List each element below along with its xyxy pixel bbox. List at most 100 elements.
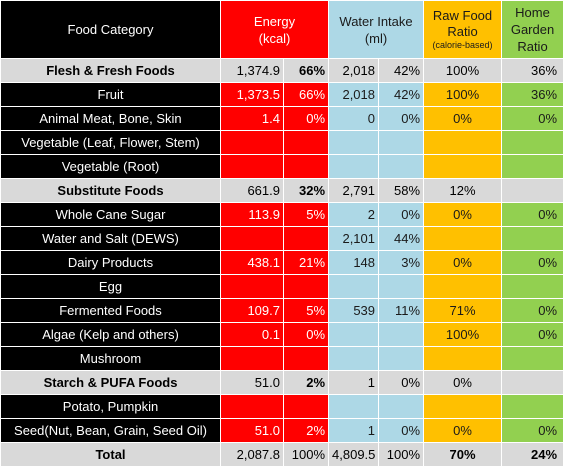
cell-energy-pct <box>284 155 329 179</box>
cell-raw-food-ratio: 71% <box>424 299 502 323</box>
cell-home-garden-ratio <box>502 347 563 371</box>
cell-home-garden-ratio <box>502 131 563 155</box>
cell-energy-pct: 2% <box>284 419 329 443</box>
cell-category: Animal Meat, Bone, Skin <box>1 107 221 131</box>
cell-home-garden-ratio <box>502 179 563 203</box>
cell-energy-pct: 5% <box>284 299 329 323</box>
cell-home-garden-ratio <box>502 275 563 299</box>
cell-water-pct: 0% <box>379 107 424 131</box>
cell-water-ml <box>329 323 379 347</box>
cell-water-ml: 1 <box>329 419 379 443</box>
cell-home-garden-ratio: 0% <box>502 107 563 131</box>
cell-category: Substitute Foods <box>1 179 221 203</box>
cell-water-ml <box>329 131 379 155</box>
cell-water-pct <box>379 275 424 299</box>
cell-energy-kcal: 438.1 <box>221 251 284 275</box>
cell-home-garden-ratio: 0% <box>502 203 563 227</box>
cell-energy-kcal <box>221 395 284 419</box>
cell-energy-kcal: 661.9 <box>221 179 284 203</box>
cell-category: Total <box>1 443 221 467</box>
cell-energy-pct <box>284 131 329 155</box>
header-energy-unit: (kcal) <box>259 31 291 46</box>
cell-water-ml: 2,101 <box>329 227 379 251</box>
cell-energy-pct: 2% <box>284 371 329 395</box>
header-raw-title-1: Raw Food <box>433 8 492 23</box>
cell-energy-pct: 66% <box>284 83 329 107</box>
cell-raw-food-ratio: 100% <box>424 59 502 83</box>
cell-energy-pct: 5% <box>284 203 329 227</box>
cell-category: Flesh & Fresh Foods <box>1 59 221 83</box>
header-food-category-label: Food Category <box>68 22 154 37</box>
cell-water-pct: 0% <box>379 419 424 443</box>
cell-energy-kcal <box>221 347 284 371</box>
cell-water-ml: 2,018 <box>329 59 379 83</box>
cell-home-garden-ratio: 0% <box>502 251 563 275</box>
cell-energy-pct <box>284 275 329 299</box>
header-home-title-3: Ratio <box>517 39 547 54</box>
cell-water-ml: 2,018 <box>329 83 379 107</box>
header-home-title-2: Garden <box>511 22 554 37</box>
cell-home-garden-ratio: 0% <box>502 419 563 443</box>
cell-energy-pct: 66% <box>284 59 329 83</box>
cell-raw-food-ratio <box>424 347 502 371</box>
cell-raw-food-ratio <box>424 275 502 299</box>
food-intake-table-sheet: Food Category Energy (kcal) Water Intake… <box>0 0 563 454</box>
cell-water-ml <box>329 395 379 419</box>
cell-category: Seed(Nut, Bean, Grain, Seed Oil) <box>1 419 221 443</box>
cell-water-pct: 44% <box>379 227 424 251</box>
header-row: Food Category Energy (kcal) Water Intake… <box>1 1 563 59</box>
header-energy-title: Energy <box>254 14 295 29</box>
cell-water-pct: 0% <box>379 371 424 395</box>
header-food-category: Food Category <box>1 1 221 59</box>
cell-water-pct: 100% <box>379 443 424 467</box>
cell-water-pct <box>379 347 424 371</box>
cell-energy-pct: 32% <box>284 179 329 203</box>
cell-water-ml <box>329 275 379 299</box>
cell-raw-food-ratio: 0% <box>424 419 502 443</box>
cell-water-ml: 1 <box>329 371 379 395</box>
cell-water-pct <box>379 395 424 419</box>
cell-home-garden-ratio: 36% <box>502 83 563 107</box>
cell-category: Fruit <box>1 83 221 107</box>
cell-water-pct: 0% <box>379 203 424 227</box>
table-row: Mushroom <box>1 347 563 371</box>
table-row: Egg <box>1 275 563 299</box>
cell-home-garden-ratio <box>502 371 563 395</box>
cell-water-ml <box>329 155 379 179</box>
cell-raw-food-ratio: 12% <box>424 179 502 203</box>
cell-category: Algae (Kelp and others) <box>1 323 221 347</box>
cell-category: Whole Cane Sugar <box>1 203 221 227</box>
cell-water-pct: 11% <box>379 299 424 323</box>
cell-water-ml: 2 <box>329 203 379 227</box>
cell-energy-kcal: 1,373.5 <box>221 83 284 107</box>
cell-category: Potato, Pumpkin <box>1 395 221 419</box>
header-water: Water Intake (ml) <box>329 1 424 59</box>
header-raw-title-2: Ratio <box>447 24 477 39</box>
cell-category: Vegetable (Leaf, Flower, Stem) <box>1 131 221 155</box>
header-water-unit: (ml) <box>365 31 387 46</box>
cell-category: Vegetable (Root) <box>1 155 221 179</box>
cell-raw-food-ratio <box>424 131 502 155</box>
table-row: Potato, Pumpkin <box>1 395 563 419</box>
cell-energy-kcal: 51.0 <box>221 419 284 443</box>
cell-category: Water and Salt (DEWS) <box>1 227 221 251</box>
cell-water-pct: 58% <box>379 179 424 203</box>
cell-water-ml: 539 <box>329 299 379 323</box>
cell-home-garden-ratio: 36% <box>502 59 563 83</box>
cell-raw-food-ratio: 100% <box>424 83 502 107</box>
cell-water-ml: 4,809.5 <box>329 443 379 467</box>
cell-energy-pct <box>284 395 329 419</box>
cell-home-garden-ratio <box>502 227 563 251</box>
cell-energy-kcal: 1.4 <box>221 107 284 131</box>
cell-energy-pct: 0% <box>284 323 329 347</box>
cell-home-garden-ratio: 24% <box>502 443 563 467</box>
cell-water-ml <box>329 347 379 371</box>
cell-water-pct: 3% <box>379 251 424 275</box>
